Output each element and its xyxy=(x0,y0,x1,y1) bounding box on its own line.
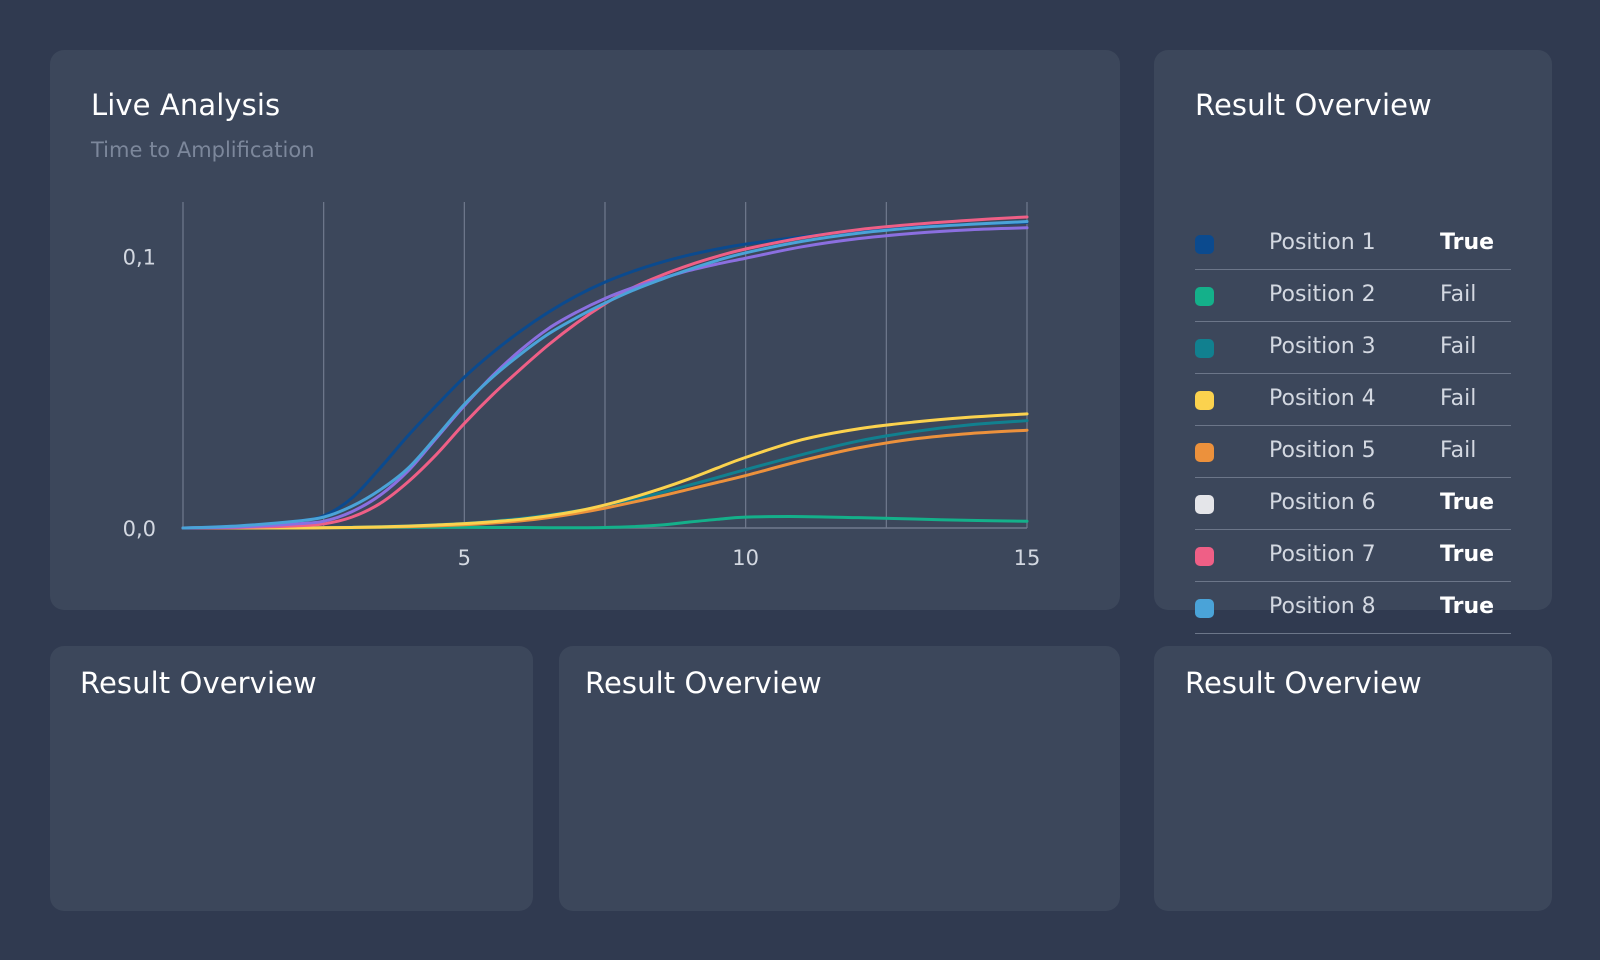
bottom-card-3-title: Result Overview xyxy=(1185,666,1422,700)
live-analysis-subtitle: Time to Amplification xyxy=(91,138,315,162)
bottom-card-2: Result Overview xyxy=(559,646,1120,911)
result-overview-list: Position 1 True Position 2 Fail Position… xyxy=(1195,218,1511,634)
position-4-result: Fail xyxy=(1440,386,1477,411)
result-row-position-1[interactable]: Position 1 True xyxy=(1195,218,1511,270)
live-analysis-card: Live Analysis Time to Amplification 5 10 1… xyxy=(50,50,1120,610)
position-5-swatch xyxy=(1195,443,1214,462)
result-row-position-2[interactable]: Position 2 Fail xyxy=(1195,270,1511,322)
position-1-result: True xyxy=(1440,230,1495,255)
position-2-swatch xyxy=(1195,287,1214,306)
position-6-swatch xyxy=(1195,495,1214,514)
live-analysis-title: Live Analysis xyxy=(91,88,281,122)
position-4-label: Position 4 xyxy=(1269,386,1376,411)
position-4-swatch xyxy=(1195,391,1214,410)
position-2-label: Position 2 xyxy=(1269,282,1376,307)
position-1-swatch xyxy=(1195,235,1214,254)
amplification-chart: 5 10 15 0,0 0,1 xyxy=(123,202,1041,570)
series-line-position-4 xyxy=(181,412,1029,530)
position-3-swatch xyxy=(1195,339,1214,358)
result-row-position-6[interactable]: Position 6 True xyxy=(1195,478,1511,530)
series-line-position-7 xyxy=(181,215,1029,530)
series-line-position-8 xyxy=(181,220,1029,530)
position-3-result: Fail xyxy=(1440,334,1477,359)
x-tick-label-15: 15 xyxy=(1014,546,1041,570)
position-8-label: Position 8 xyxy=(1269,594,1376,619)
position-7-label: Position 7 xyxy=(1269,542,1376,567)
position-7-swatch xyxy=(1195,547,1214,566)
position-5-label: Position 5 xyxy=(1269,438,1376,463)
position-8-swatch xyxy=(1195,599,1214,618)
series-line-position-6 xyxy=(181,226,1029,530)
result-row-position-7[interactable]: Position 7 True xyxy=(1195,530,1511,582)
position-6-label: Position 6 xyxy=(1269,490,1376,515)
x-tick-label-10: 10 xyxy=(732,546,759,570)
position-6-result: True xyxy=(1440,490,1495,515)
position-2-result: Fail xyxy=(1440,282,1477,307)
y-tick-label-0: 0,0 xyxy=(123,517,156,541)
result-overview-card: Result Overview Position 1 True Position… xyxy=(1154,50,1552,634)
result-row-position-8[interactable]: Position 8 True xyxy=(1195,582,1511,634)
result-row-position-4[interactable]: Position 4 Fail xyxy=(1195,374,1511,426)
x-tick-label-5: 5 xyxy=(458,546,471,570)
position-1-label: Position 1 xyxy=(1269,230,1376,255)
position-7-result: True xyxy=(1440,542,1495,567)
bottom-card-2-title: Result Overview xyxy=(585,666,822,700)
bottom-card-1-title: Result Overview xyxy=(80,666,317,700)
result-overview-title: Result Overview xyxy=(1195,88,1432,122)
position-3-label: Position 3 xyxy=(1269,334,1376,359)
result-row-position-3[interactable]: Position 3 Fail xyxy=(1195,322,1511,374)
bottom-card-1: Result Overview xyxy=(50,646,533,911)
result-row-position-5[interactable]: Position 5 Fail xyxy=(1195,426,1511,478)
position-8-result: True xyxy=(1440,594,1495,619)
position-5-result: Fail xyxy=(1440,438,1477,463)
bottom-card-3: Result Overview xyxy=(1154,646,1552,911)
y-tick-label-0-1: 0,1 xyxy=(123,245,156,269)
